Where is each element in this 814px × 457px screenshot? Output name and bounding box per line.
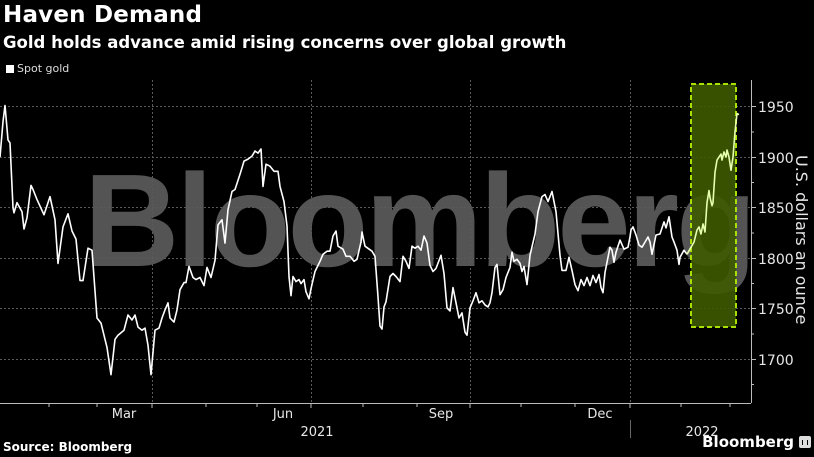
legend: Spot gold — [6, 62, 69, 75]
spot-gold-highlighted-line — [686, 112, 740, 255]
x-axis-ticks — [48, 403, 731, 408]
x-tick-label: Dec — [587, 407, 612, 422]
year-label: 2022 — [685, 425, 718, 440]
legend-swatch-icon — [6, 64, 14, 73]
horizontal-gridlines — [0, 106, 751, 360]
watermark: Bloomberg — [84, 147, 754, 294]
highlight-box — [690, 83, 737, 328]
legend-label: Spot gold — [17, 62, 70, 75]
spot-gold-line — [0, 104, 688, 376]
y-tick-label: 1700 — [758, 353, 794, 369]
y-tick-label: 1750 — [758, 302, 794, 318]
brand-logo: Bloomberg — [702, 433, 811, 451]
y-axis-ticks — [751, 106, 756, 385]
y-tick-label: 1950 — [758, 100, 794, 116]
x-tick-label: Mar — [112, 407, 137, 422]
source-note: Source: Bloomberg — [3, 440, 133, 454]
bloomberg-chart-icon — [799, 436, 811, 448]
brand-name: Bloomberg — [702, 433, 794, 451]
chart-title: Haven Demand — [3, 2, 203, 28]
year-label: 2021 — [300, 425, 333, 440]
y-tick-label: 1800 — [758, 252, 794, 268]
y-tick-label: 1900 — [758, 151, 794, 167]
y-axis-label: U.S. dollars an ounce — [792, 155, 811, 325]
x-tick-label: Sep — [429, 407, 454, 422]
x-tick-label: Jun — [272, 407, 293, 422]
y-tick-label: 1850 — [758, 201, 794, 217]
chart-subtitle: Gold holds advance amid rising concerns … — [3, 33, 567, 52]
